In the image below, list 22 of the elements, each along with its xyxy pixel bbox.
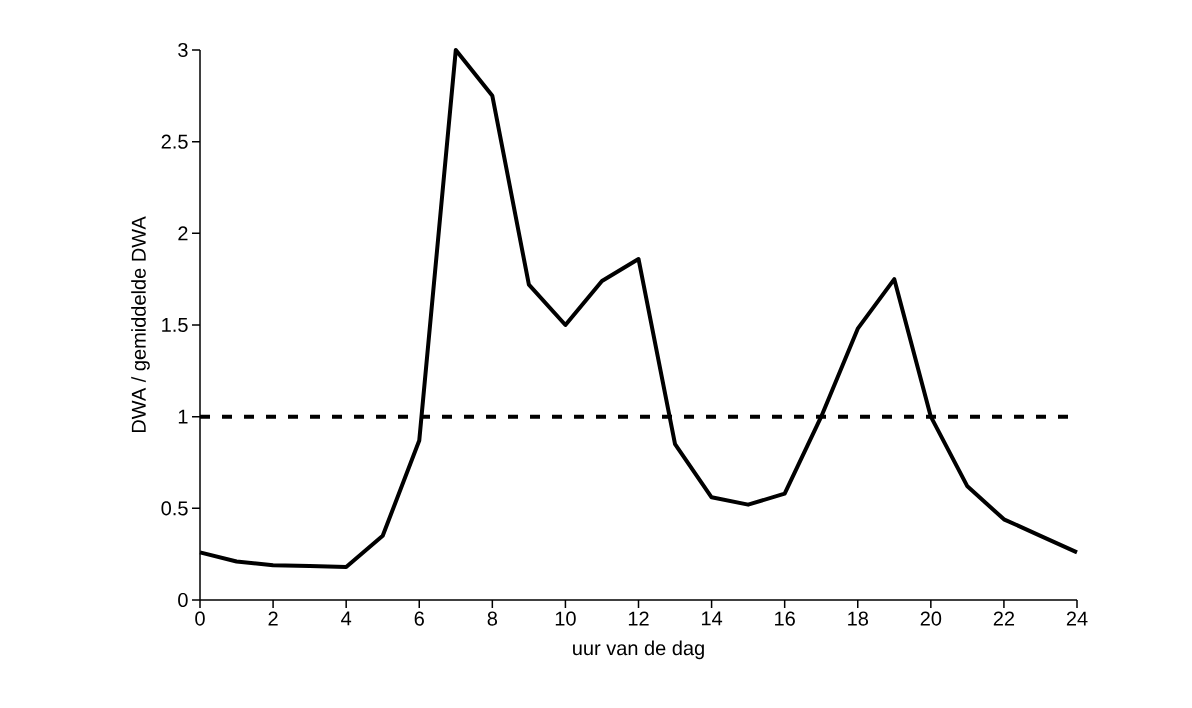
x-tick-label: 6: [414, 611, 424, 626]
x-tick-label: 14: [701, 611, 723, 626]
x-tick-label: 22: [993, 611, 1015, 626]
y-tick-label: 1.5: [162, 318, 188, 332]
x-tick-label: 24: [1066, 611, 1088, 626]
x-tick-label: 2: [268, 611, 278, 626]
x-tick-label: 18: [848, 611, 869, 626]
x-tick-label: 8: [487, 611, 498, 626]
x-tick-label: 16: [775, 611, 795, 626]
y-tick-label: 2: [178, 226, 188, 241]
y-tick-label: 2.5: [161, 134, 188, 149]
y-tick-label: 3: [178, 42, 188, 58]
y-tick-label: 0: [178, 592, 188, 608]
x-axis-title: uur van de dag: [573, 640, 704, 660]
x-tick-label: 10: [555, 611, 576, 626]
x-tick-label: 12: [628, 611, 649, 626]
x-tick-label: 0: [195, 611, 205, 626]
y-tick-label: 1: [178, 409, 188, 424]
y-axis-title: DWA / gemiddelde DWA: [131, 216, 150, 433]
x-tick-label: 20: [920, 611, 942, 626]
x-tick-label: 4: [341, 611, 352, 626]
y-tick-label: 0.5: [161, 501, 188, 516]
